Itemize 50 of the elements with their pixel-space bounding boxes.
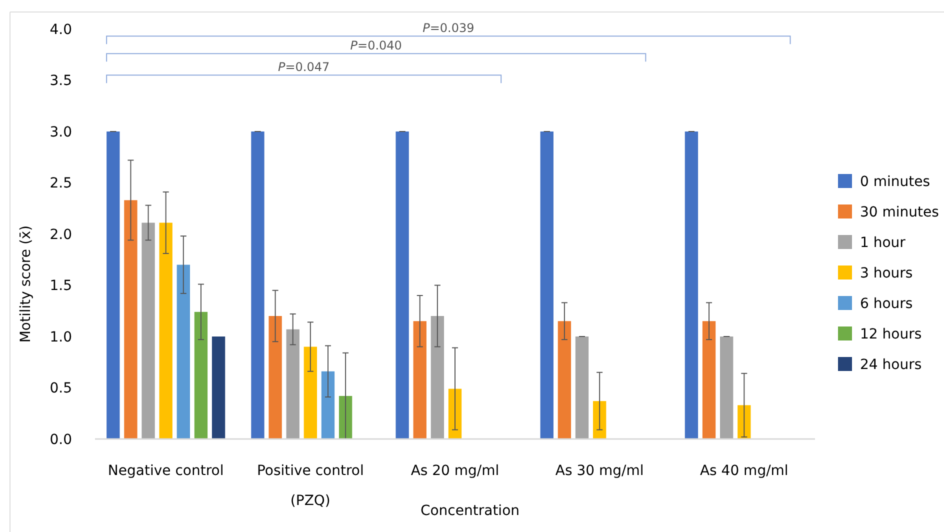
bar <box>540 132 554 439</box>
bar <box>430 316 444 439</box>
bar <box>159 222 172 439</box>
y-axis-title: Motility score (x̄) <box>18 225 34 343</box>
bar <box>194 312 208 439</box>
bar <box>212 336 226 439</box>
legend-label: 12 hours <box>860 326 922 342</box>
y-tick-label: 3.0 <box>50 124 72 140</box>
bar <box>558 321 572 439</box>
legend-label: 6 hours <box>860 296 913 312</box>
bar <box>338 396 352 439</box>
bar <box>738 405 751 439</box>
bar <box>286 329 300 439</box>
bar <box>124 200 138 439</box>
x-tick-label: Positive control (PZQ) <box>256 463 364 509</box>
bar <box>304 346 318 439</box>
y-tick-label: 2.0 <box>50 226 72 243</box>
bar <box>321 371 335 439</box>
bar <box>142 222 155 439</box>
bar <box>106 132 120 439</box>
bar <box>396 132 409 439</box>
legend-label: 30 minutes <box>860 204 939 220</box>
y-tick-label: 0.0 <box>50 432 72 448</box>
bar <box>575 336 589 439</box>
legend-label: 0 minutes <box>860 174 930 190</box>
y-tick-label: 2.5 <box>50 176 72 192</box>
x-tick-label: As 20 mg/ml <box>410 463 500 479</box>
x-tick-label: Negative control <box>108 463 224 479</box>
annotation: P=0.040 <box>350 38 402 53</box>
annotation: P=0.039 <box>422 21 474 36</box>
bar <box>176 264 190 439</box>
bar <box>592 401 606 439</box>
bar <box>720 336 734 439</box>
bar <box>684 132 698 439</box>
y-tick-label: 4.0 <box>50 22 72 38</box>
x-tick-label: As 40 mg/ml <box>700 463 788 479</box>
legend-label: 3 hours <box>860 265 913 282</box>
bar <box>702 321 716 439</box>
y-tick-label: 1.5 <box>50 278 72 294</box>
bar <box>251 132 264 439</box>
y-tick-label: 0.5 <box>50 380 72 397</box>
bar <box>413 321 426 439</box>
x-tick-label: As 30 mg/ml <box>555 463 644 479</box>
annotation: P=0.047 <box>278 60 330 74</box>
y-tick-label: 1.0 <box>50 329 72 346</box>
x-axis-title: Concentration <box>420 503 520 519</box>
legend-label: 1 hour <box>860 234 906 251</box>
bar <box>268 316 282 439</box>
legend-label: 24 hours <box>860 356 922 373</box>
y-tick-label: 3.5 <box>50 73 72 90</box>
